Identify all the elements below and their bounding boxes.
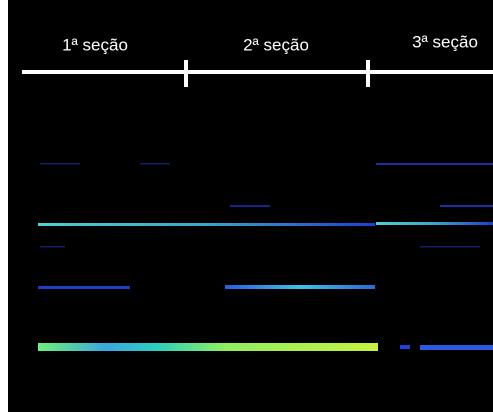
band	[420, 345, 493, 350]
band	[38, 286, 130, 289]
band	[40, 246, 65, 248]
section-labels: 1ª seção 2ª seção 3ª seção	[62, 32, 478, 54]
band	[38, 343, 378, 351]
spectrogram-figure: 1ª seção 2ª seção 3ª seção	[0, 0, 493, 412]
band	[38, 223, 375, 226]
band	[420, 246, 480, 248]
band	[230, 205, 270, 207]
band	[40, 163, 80, 165]
section-label: 2ª seção	[243, 35, 309, 54]
band	[140, 163, 170, 165]
band	[376, 222, 493, 225]
band	[440, 205, 493, 207]
band	[400, 345, 410, 349]
band	[225, 285, 375, 289]
section-label: 1ª seção	[62, 35, 128, 54]
page: 1ª seção 2ª seção 3ª seção (() => { cons…	[0, 0, 493, 412]
section-label: 3ª seção	[412, 32, 478, 51]
band	[376, 163, 493, 165]
